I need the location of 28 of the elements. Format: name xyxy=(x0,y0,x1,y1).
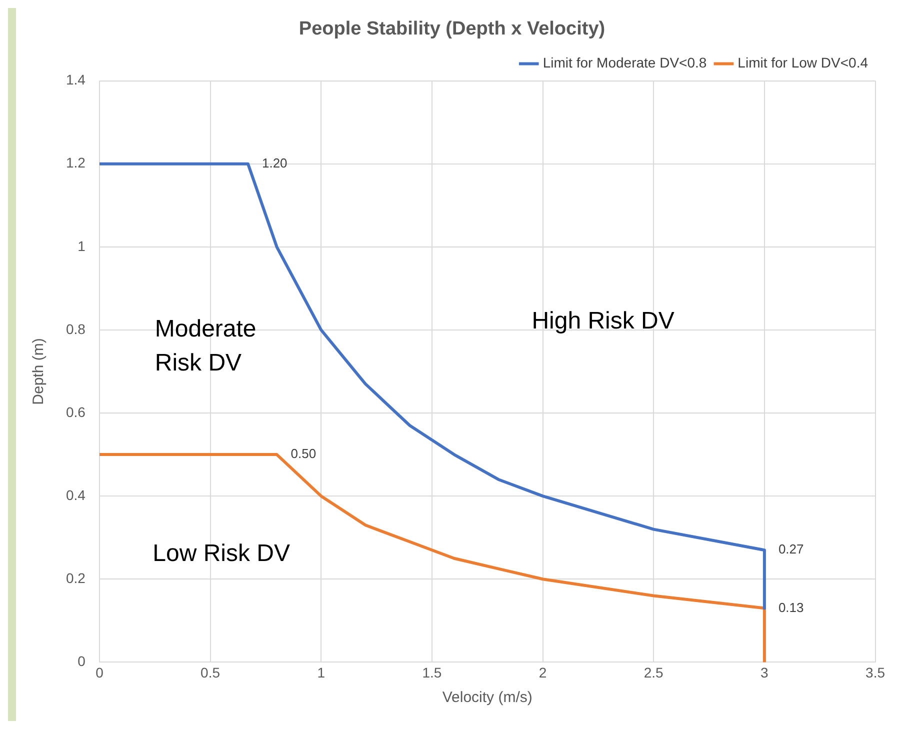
legend-label: Limit for Low DV<0.4 xyxy=(738,54,868,71)
y-tick-label: 1.2 xyxy=(66,154,86,171)
y-tick-label: 0 xyxy=(78,653,86,670)
x-tick-label: 2.5 xyxy=(644,664,664,680)
annotation: 0.27 xyxy=(778,542,804,557)
y-tick-label: 0.4 xyxy=(66,486,86,503)
chart-title: People Stability (Depth x Velocity) xyxy=(298,18,606,40)
x-tick-label: 3 xyxy=(760,664,769,680)
x-tick-label: 0.5 xyxy=(200,664,220,680)
annotation: 0.50 xyxy=(290,446,316,462)
annotation: Low Risk DV xyxy=(152,540,290,567)
x-tick-label: 1.5 xyxy=(422,664,442,680)
x-tick-label: 0 xyxy=(96,664,104,680)
x-tick-label: 1 xyxy=(317,664,326,680)
annotation: High Risk DV xyxy=(532,307,674,334)
y-tick-label: 0.6 xyxy=(66,404,86,420)
y-tick-label: 1 xyxy=(78,238,86,254)
annotation: 1.20 xyxy=(262,155,288,170)
y-tick-label: 0.8 xyxy=(66,320,86,337)
legend-label: Limit for Moderate DV<0.8 xyxy=(542,54,707,71)
x-tick-label: 2 xyxy=(538,664,547,680)
y-axis-title: Depth (m) xyxy=(30,338,48,405)
x-axis-title: Velocity (m/s) xyxy=(442,689,532,706)
y-tick-label: 1.4 xyxy=(66,72,86,88)
annotation: Moderate Risk DV xyxy=(154,316,256,377)
x-tick-label: 3.5 xyxy=(866,664,886,680)
y-tick-label: 0.2 xyxy=(66,570,86,586)
annotation: 0.13 xyxy=(778,600,804,615)
